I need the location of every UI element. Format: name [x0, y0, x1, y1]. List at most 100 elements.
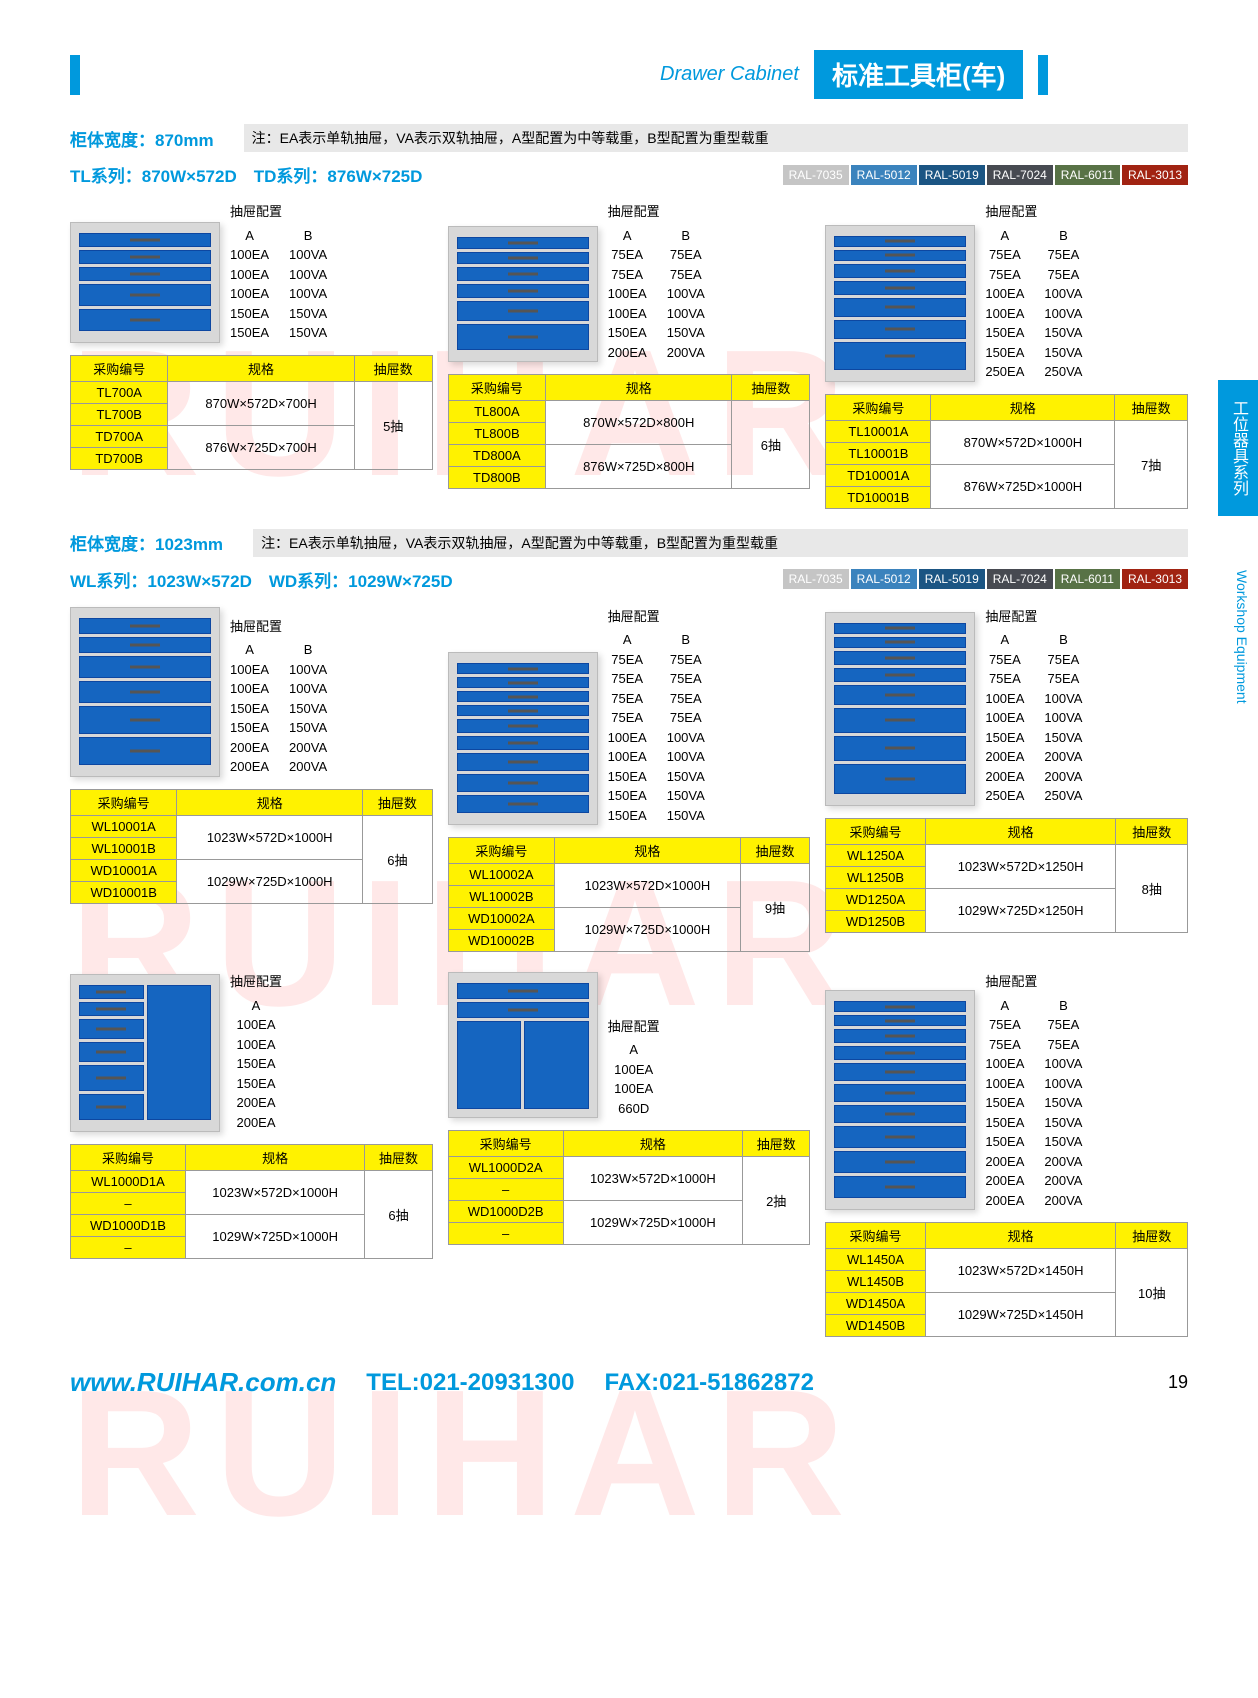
- product-spec: 876W×725D×800H: [546, 445, 732, 489]
- config-value: 150VA: [289, 323, 327, 343]
- config-value: 200EA: [230, 1113, 282, 1133]
- drawer: [79, 250, 211, 264]
- config-value: 75EA: [985, 245, 1024, 265]
- drawer: [834, 1126, 966, 1148]
- product-code: TL800B: [448, 423, 545, 445]
- config-value: 75EA: [1044, 1035, 1082, 1055]
- config-value: 100EA: [985, 304, 1024, 324]
- spec-table: 采购编号规格抽屉数 WL1450A1023W×572D×1450H10抽 WL1…: [825, 1222, 1188, 1337]
- config-value: 100EA: [230, 679, 269, 699]
- config-value: 75EA: [985, 1015, 1024, 1035]
- product-code: TD800B: [448, 467, 545, 489]
- drawer: [457, 795, 589, 813]
- config-value: 200VA: [289, 757, 327, 777]
- product-code: WD1250A: [826, 888, 925, 910]
- config-value: 100EA: [985, 708, 1024, 728]
- drawer: [457, 1002, 589, 1018]
- drawer: [79, 618, 211, 634]
- drawer: [834, 1015, 966, 1026]
- drawer-count: 10抽: [1116, 1249, 1188, 1337]
- drawer: [457, 301, 589, 321]
- product-block: 抽屉配置A100EA100EA660D 采购编号规格抽屉数 WL1000D2A1…: [448, 972, 811, 1337]
- drawer: [79, 656, 211, 678]
- config-value: 100VA: [1044, 1074, 1082, 1094]
- config-value: 200EA: [985, 747, 1024, 767]
- config-value: 150EA: [230, 323, 269, 343]
- product-spec: 1023W×572D×1000H: [185, 1171, 364, 1215]
- cabinet-image: [825, 612, 975, 806]
- product-spec: 1023W×572D×1250H: [925, 844, 1116, 888]
- config-value: 200EA: [230, 757, 269, 777]
- note-text: 注：EA表示单轨抽屉，VA表示双轨抽屉，A型配置为中等载重，B型配置为重型载重: [244, 124, 1188, 152]
- drawer: [79, 706, 211, 734]
- drawer: [457, 705, 589, 716]
- drawer-count: 5抽: [354, 381, 432, 469]
- drawer: [79, 1065, 144, 1091]
- product-code: TL10001B: [826, 442, 931, 464]
- ral-swatches: RAL-7035RAL-5012RAL-5019RAL-7024RAL-6011…: [783, 569, 1188, 589]
- config-value: 200VA: [1044, 1152, 1082, 1172]
- drawer-config: 抽屉配置A100EA100EA150EA150EA200EA200EAB100V…: [230, 617, 327, 777]
- header-title: 标准工具柜(车): [814, 50, 1023, 99]
- product-code: WL10001B: [71, 837, 177, 859]
- spec-table: 采购编号规格抽屉数 WL10001A1023W×572D×1000H6抽 WL1…: [70, 789, 433, 904]
- drawer: [79, 267, 211, 281]
- cabinet-image: [825, 225, 975, 382]
- config-value: 75EA: [667, 245, 705, 265]
- drawer: [834, 1063, 966, 1081]
- config-value: 75EA: [667, 265, 705, 285]
- product-block: 抽屉配置A75EA75EA100EA100EA150EA150EA250EAB7…: [825, 202, 1188, 509]
- footer-fax: FAX:021-51862872: [604, 1369, 813, 1397]
- spec-table: 采购编号规格抽屉数 WL1250A1023W×572D×1250H8抽 WL12…: [825, 818, 1188, 933]
- drawer: [79, 1094, 144, 1120]
- cabinet-image: [448, 652, 598, 825]
- config-value: 100EA: [230, 1035, 282, 1055]
- config-value: 100VA: [667, 284, 705, 304]
- footer-tel: TEL:021-20931300: [366, 1369, 574, 1397]
- config-value: 100VA: [1044, 1054, 1082, 1074]
- drawer: [79, 681, 211, 703]
- drawer: [457, 252, 589, 264]
- config-value: 150VA: [1044, 1113, 1082, 1133]
- drawer: [457, 753, 589, 771]
- product-code: TL800A: [448, 401, 545, 423]
- product-code: WL1000D2A: [448, 1157, 563, 1179]
- drawer: [457, 774, 589, 792]
- product-spec: 870W×572D×700H: [168, 381, 354, 425]
- config-value: 100EA: [608, 1079, 660, 1099]
- config-value: 150VA: [1044, 1093, 1082, 1113]
- config-value: 150EA: [230, 1054, 282, 1074]
- config-value: 75EA: [985, 265, 1024, 285]
- drawer: [457, 663, 589, 674]
- config-value: 100VA: [1044, 689, 1082, 709]
- side-tab-cn: 工位器具系列: [1218, 380, 1258, 516]
- config-value: 75EA: [608, 708, 647, 728]
- config-value: 100VA: [667, 747, 705, 767]
- config-value: 100EA: [230, 245, 269, 265]
- config-value: 150EA: [985, 728, 1024, 748]
- ral-swatch: RAL-5019: [919, 569, 985, 589]
- cabinet-image: [448, 972, 598, 1118]
- product-block: 抽屉配置A75EA75EA100EA100EA150EA200EA200EA25…: [825, 607, 1188, 953]
- drawer: [79, 309, 211, 331]
- product-spec: 1029W×725D×1000H: [185, 1215, 364, 1259]
- config-value: 75EA: [1044, 265, 1082, 285]
- config-value: 200VA: [1044, 1191, 1082, 1211]
- config-value: 100VA: [289, 679, 327, 699]
- config-value: 75EA: [1044, 669, 1082, 689]
- config-value: 100VA: [1044, 708, 1082, 728]
- config-value: 150EA: [985, 323, 1024, 343]
- config-value: 200EA: [230, 738, 269, 758]
- config-value: 150VA: [1044, 323, 1082, 343]
- ral-swatch: RAL-5019: [919, 165, 985, 185]
- drawer: [79, 637, 211, 653]
- spec-table: 采购编号规格抽屉数 TL700A870W×572D×700H5抽 TL700B …: [70, 355, 433, 470]
- product-block: 抽屉配置A75EA75EA100EA100EA150EA150EA150EA20…: [825, 972, 1188, 1337]
- config-value: 100EA: [985, 1074, 1024, 1094]
- product-spec: 1023W×572D×1000H: [555, 864, 741, 908]
- product-code: WD10001B: [71, 881, 177, 903]
- drawer: [834, 264, 966, 278]
- config-value: 100VA: [667, 728, 705, 748]
- config-value: 100VA: [289, 660, 327, 680]
- drawer: [79, 1019, 144, 1039]
